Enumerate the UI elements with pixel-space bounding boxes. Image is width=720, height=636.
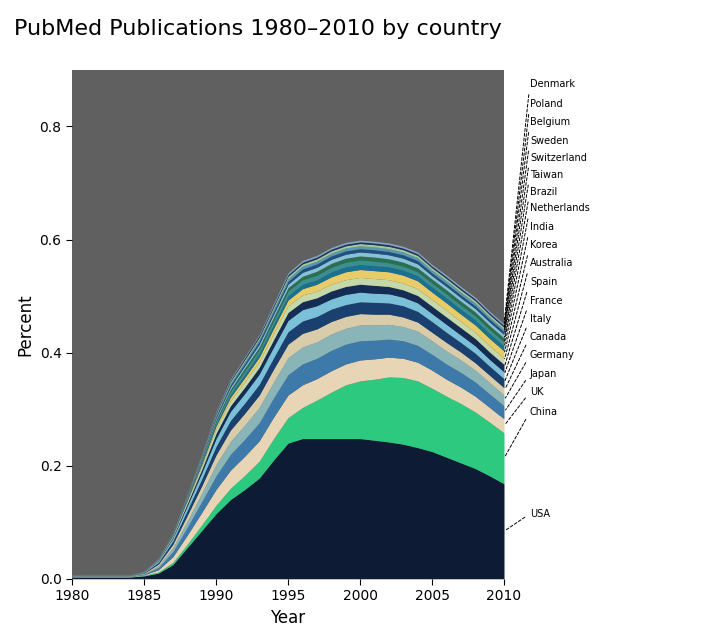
Text: France: France: [505, 296, 562, 373]
Text: Canada: Canada: [505, 332, 567, 389]
Text: India: India: [505, 222, 554, 346]
Text: PubMed Publications 1980–2010 by country: PubMed Publications 1980–2010 by country: [14, 19, 502, 39]
Text: Korea: Korea: [505, 240, 557, 352]
Text: UK: UK: [505, 387, 544, 424]
Text: Japan: Japan: [505, 369, 557, 410]
Text: USA: USA: [506, 509, 550, 530]
Text: Spain: Spain: [505, 277, 557, 366]
Text: Denmark: Denmark: [504, 79, 575, 322]
Text: Belgium: Belgium: [504, 117, 570, 326]
Text: Netherlands: Netherlands: [505, 204, 590, 341]
X-axis label: Year: Year: [271, 609, 305, 626]
Text: Australia: Australia: [505, 258, 573, 359]
Text: Switzerland: Switzerland: [505, 153, 587, 330]
Text: Sweden: Sweden: [505, 135, 568, 328]
Y-axis label: Percent: Percent: [16, 293, 34, 356]
Text: Poland: Poland: [504, 99, 562, 324]
Text: Brazil: Brazil: [505, 186, 557, 337]
Text: Italy: Italy: [505, 314, 552, 380]
Text: China: China: [505, 407, 558, 456]
Text: Germany: Germany: [505, 350, 575, 398]
Text: Taiwan: Taiwan: [505, 170, 563, 333]
